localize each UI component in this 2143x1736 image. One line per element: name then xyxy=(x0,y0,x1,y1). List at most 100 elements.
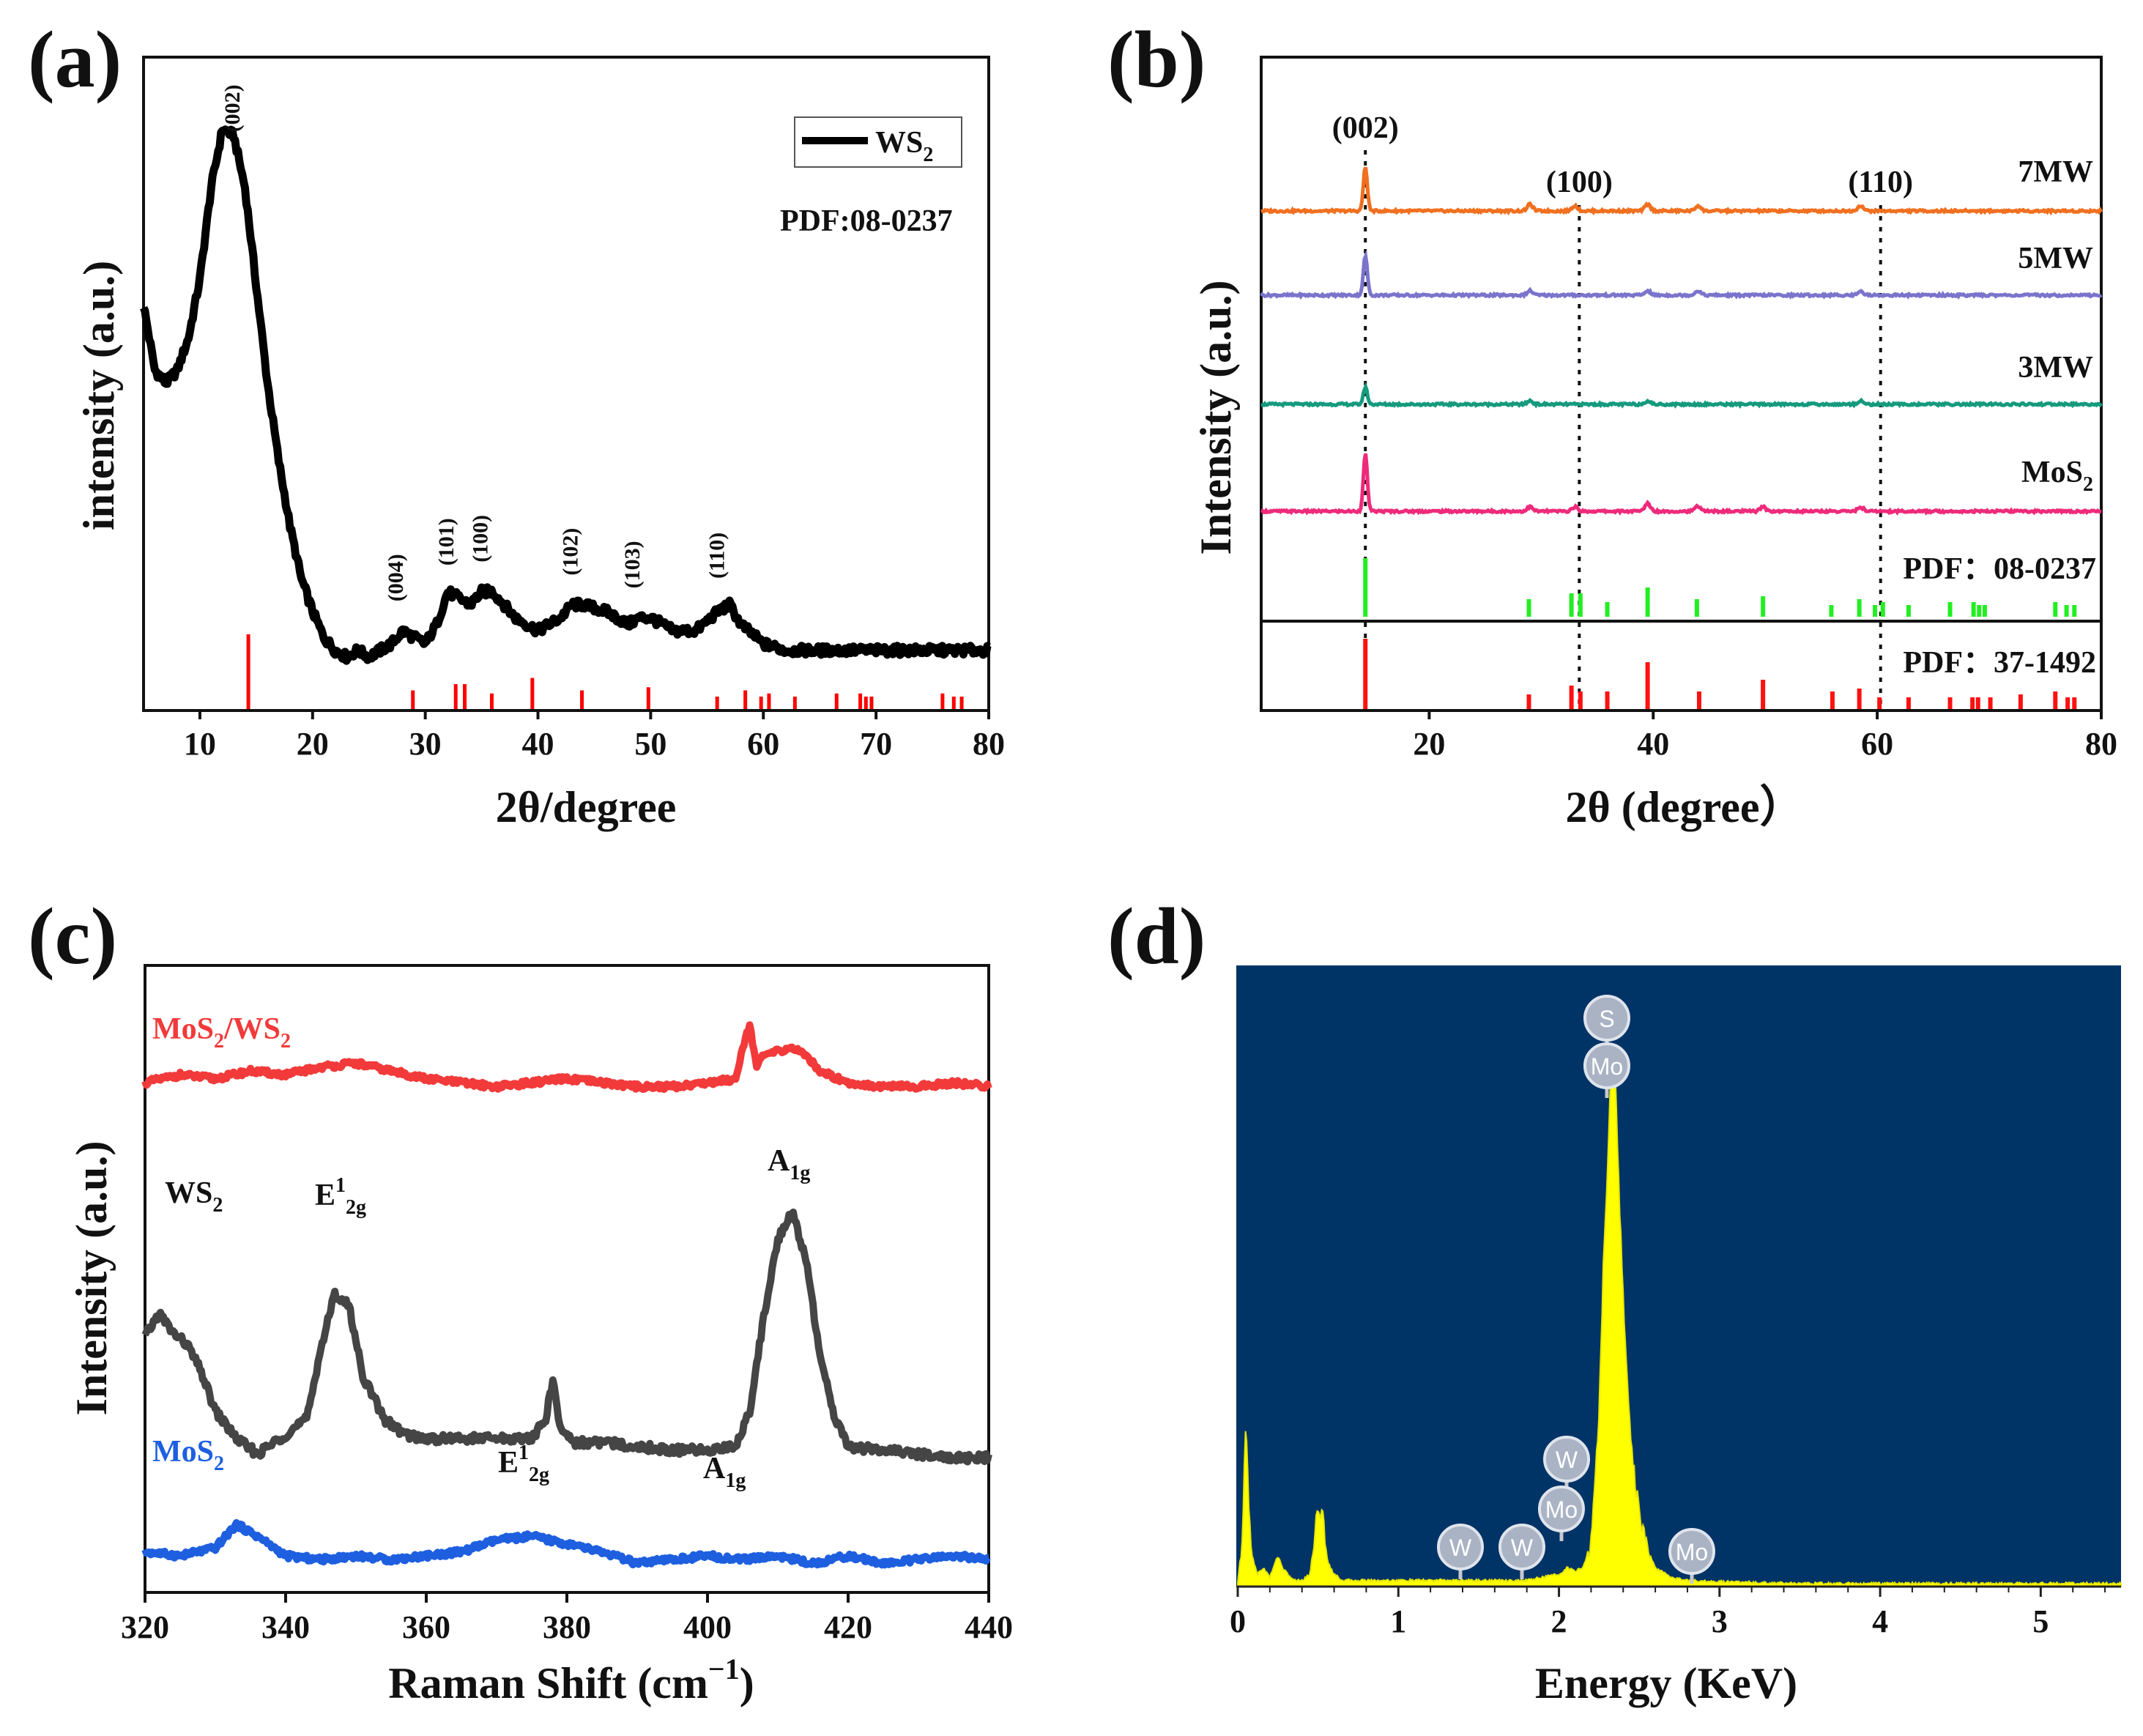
panel-c-peak-label: E12g xyxy=(315,1174,366,1219)
panel-b-x-tick-label: 80 xyxy=(2085,726,2117,762)
panel-a-axes-frame xyxy=(142,56,990,712)
panel-b-ref-label: PDF：37-1492 xyxy=(1903,646,2096,680)
panel-b-series-label: 7MW xyxy=(2018,155,2093,189)
panel-d-x-axis: 0 1 2 3 4 5 xyxy=(1230,1587,2106,1639)
panel-b-x-tick-label: 20 xyxy=(1413,726,1445,762)
panel-b-x-tick-label: 40 xyxy=(1637,726,1669,762)
panel-b-series-mos xyxy=(1260,453,2102,516)
panel-c-x-tick-label: 340 xyxy=(261,1609,310,1645)
panel-a-y-axis-title: intensity (a.u.) xyxy=(75,261,123,530)
panel-c-series-line xyxy=(141,1021,992,1094)
panel-c-series-line xyxy=(141,1518,992,1569)
panel-c-x-tick-label: 360 xyxy=(402,1609,450,1645)
panel-c: (c) MoS2/WS2 WS2 MoS2 A1g E12g E12g A1g 320 34… xyxy=(28,891,1013,1707)
element-marker-badge xyxy=(1583,995,1630,1042)
element-marker-badge xyxy=(1668,1528,1715,1575)
panel-d-eds-spectrum xyxy=(1237,1047,2122,1587)
panel-a-peak-labels: (002) (004) (101) (100) (102) (103) (110) xyxy=(220,84,729,601)
element-marker-badge xyxy=(1498,1524,1545,1570)
panel-d-spectrum-background xyxy=(1236,965,2121,1587)
panel-a-x-tick-label: 30 xyxy=(409,726,442,762)
panel-c-x-axis: 320 340 360 380 400 420 440 xyxy=(121,1592,1013,1645)
panel-c-label: (c) xyxy=(28,891,117,981)
panel-a-x-tick-label: 40 xyxy=(522,726,554,762)
panel-a-x-tick-label: 10 xyxy=(184,726,216,762)
panel-a-x-tick-label: 60 xyxy=(747,726,779,762)
panel-b-series-5mw xyxy=(1260,249,2103,300)
panel-a-peak-label: (100) xyxy=(468,515,492,563)
panel-b-axes-frame xyxy=(1260,56,2103,712)
panel-a-x-tick-label: 70 xyxy=(860,726,892,762)
element-marker-label: Mo xyxy=(1591,1053,1623,1080)
panel-b-series-7mw xyxy=(1260,166,2103,216)
panel-b-x-axis-title: 2θ (degree） xyxy=(1565,782,1803,831)
panel-b-guide-lines xyxy=(1364,150,1882,709)
panel-b-label: (b) xyxy=(1107,15,1206,104)
panel-b-reference-patterns: PDF：08-0237 PDF：37-1492 xyxy=(1363,552,2096,709)
element-marker-label: W xyxy=(1511,1535,1534,1561)
panel-c-peak-labels: A1g E12g E12g A1g xyxy=(315,1144,810,1492)
legend-label: WS2 xyxy=(875,126,933,166)
panel-b-ref-label: PDF：08-0237 xyxy=(1903,552,2096,586)
panel-d-x-tick-label: 2 xyxy=(1551,1603,1567,1639)
panel-b-x-axis: 20 40 60 80 xyxy=(1413,709,2117,762)
element-marker-label: S xyxy=(1599,1006,1614,1032)
panel-b-series-label: 5MW xyxy=(2018,242,2093,275)
panel-a-peak-label: (102) xyxy=(558,528,582,576)
panel-c-x-tick-label: 400 xyxy=(683,1609,732,1645)
panel-a-peak-label: (103) xyxy=(620,541,645,588)
element-marker-badge xyxy=(1538,1485,1585,1532)
panel-d-x-tick-label: 3 xyxy=(1712,1603,1728,1639)
panel-c-x-tick-label: 320 xyxy=(121,1609,169,1645)
panel-a-peak-label: (004) xyxy=(384,554,408,601)
panel-a-peak-label: (002) xyxy=(220,84,245,132)
panel-b-series-3mw xyxy=(1260,382,2103,409)
element-marker-badge xyxy=(1437,1524,1484,1570)
panel-c-x-tick-label: 380 xyxy=(543,1609,591,1645)
panel-d-label: (d) xyxy=(1107,891,1206,981)
panel-a-reference-lines xyxy=(246,634,964,709)
element-marker-label: Mo xyxy=(1545,1496,1578,1523)
panel-c-axes-frame xyxy=(144,964,990,1594)
element-marker-label: Mo xyxy=(1676,1539,1708,1565)
panel-b-peak-label: (110) xyxy=(1848,166,1913,199)
panel-b-peak-label: (100) xyxy=(1546,166,1613,199)
panel-b-x-tick-label: 60 xyxy=(1861,726,1893,762)
panel-c-label-ws2: WS2 xyxy=(165,1176,223,1217)
panel-a-x-tick-label: 50 xyxy=(634,726,666,762)
panel-d-element-markers: S Mo W Mo W W Mo xyxy=(1437,995,1715,1584)
panel-a: (a) (002)(004)(101) (100) (102) (103) (110) … xyxy=(28,15,1005,831)
panel-c-peak-label: A1g xyxy=(703,1452,746,1492)
panel-b-series-labels: 7MW 5MW 3MW MoS2 xyxy=(2018,155,2093,496)
panel-c-x-axis-title: Raman Shift (cm−1) xyxy=(388,1652,754,1707)
panel-b-series-label: 3MW xyxy=(2018,351,2093,385)
element-marker-badge xyxy=(1543,1436,1590,1483)
panel-a-x-axis: 10 20 30 40 50 60 70 80 xyxy=(184,709,1005,762)
panel-c-label-mos2: MoS2 xyxy=(152,1435,224,1475)
panel-b-peak-label: (002) xyxy=(1332,111,1399,145)
panel-a-pdf-annotation: PDF:08-0237 xyxy=(780,204,953,238)
panel-b-y-axis-title: Intensity (a.u.) xyxy=(1192,280,1240,554)
panel-b: (b) PDF：08-0237 PDF：37-1492 (002) (100) (11… xyxy=(1107,15,2117,831)
panel-a-legend: WS2 xyxy=(794,116,962,168)
panel-b-series xyxy=(1260,166,2103,516)
panel-d-x-tick-label: 0 xyxy=(1230,1603,1246,1639)
element-marker-label: W xyxy=(1449,1535,1472,1561)
panel-c-peak-label: A1g xyxy=(768,1144,810,1184)
panel-a-ws2-curve xyxy=(140,125,992,665)
panel-c-series-labels: MoS2/WS2 WS2 MoS2 xyxy=(152,1012,291,1475)
panel-c-series xyxy=(141,1021,992,1569)
element-marker-badge xyxy=(1583,1042,1630,1089)
panel-a-x-tick-label: 80 xyxy=(973,726,1005,762)
panel-d: (d) S Mo W Mo W W Mo 0 1 2 3 4 5 Energy (KeV) xyxy=(1107,891,2122,1707)
panel-c-x-tick-label: 440 xyxy=(965,1609,1013,1645)
panel-c-y-axis-title: Intensity (a.u.) xyxy=(67,1140,116,1415)
panel-c-x-tick-label: 420 xyxy=(824,1609,872,1645)
panel-c-peak-label: E12g xyxy=(498,1442,549,1486)
panel-d-x-tick-label: 5 xyxy=(2032,1603,2049,1639)
panel-d-x-tick-label: 4 xyxy=(1872,1603,1888,1639)
panel-b-series-label: MoS2 xyxy=(2021,456,2093,496)
panel-a-x-axis-title: 2θ/degree xyxy=(496,783,677,831)
panel-d-x-axis-title: Energy (KeV) xyxy=(1535,1659,1797,1707)
